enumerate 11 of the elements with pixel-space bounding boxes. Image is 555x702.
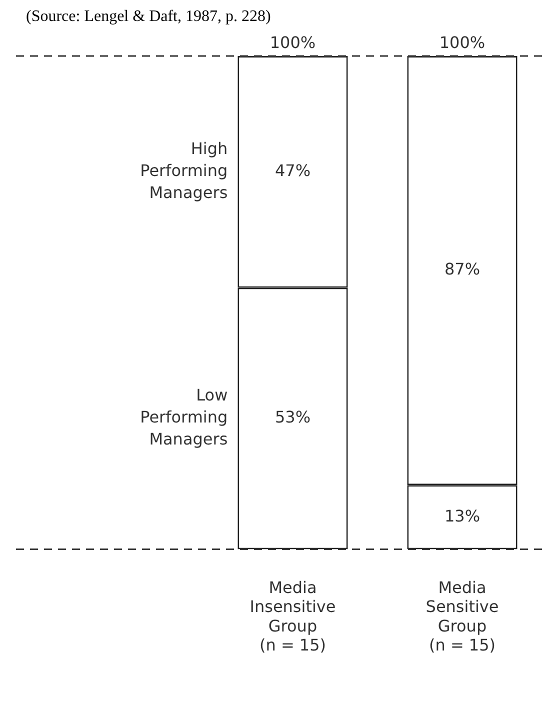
x-tick-label: Media Insensitive Group (n = 15) bbox=[250, 578, 336, 655]
data-label: 47% bbox=[274, 161, 311, 180]
data-label: 13% bbox=[444, 506, 480, 526]
x-tick-label: Media Sensitive Group (n = 15) bbox=[426, 578, 499, 655]
series-label: High Performing Managers bbox=[140, 139, 228, 202]
text: (Source: Lengel & Daft, 1987, p. 228) bbox=[26, 8, 272, 26]
data-label: 53% bbox=[274, 408, 311, 427]
total-label: 100% bbox=[270, 33, 316, 52]
data-label: 87% bbox=[444, 260, 480, 279]
series-label: Low Performing Managers bbox=[140, 386, 228, 449]
total-label: 100% bbox=[439, 33, 486, 52]
